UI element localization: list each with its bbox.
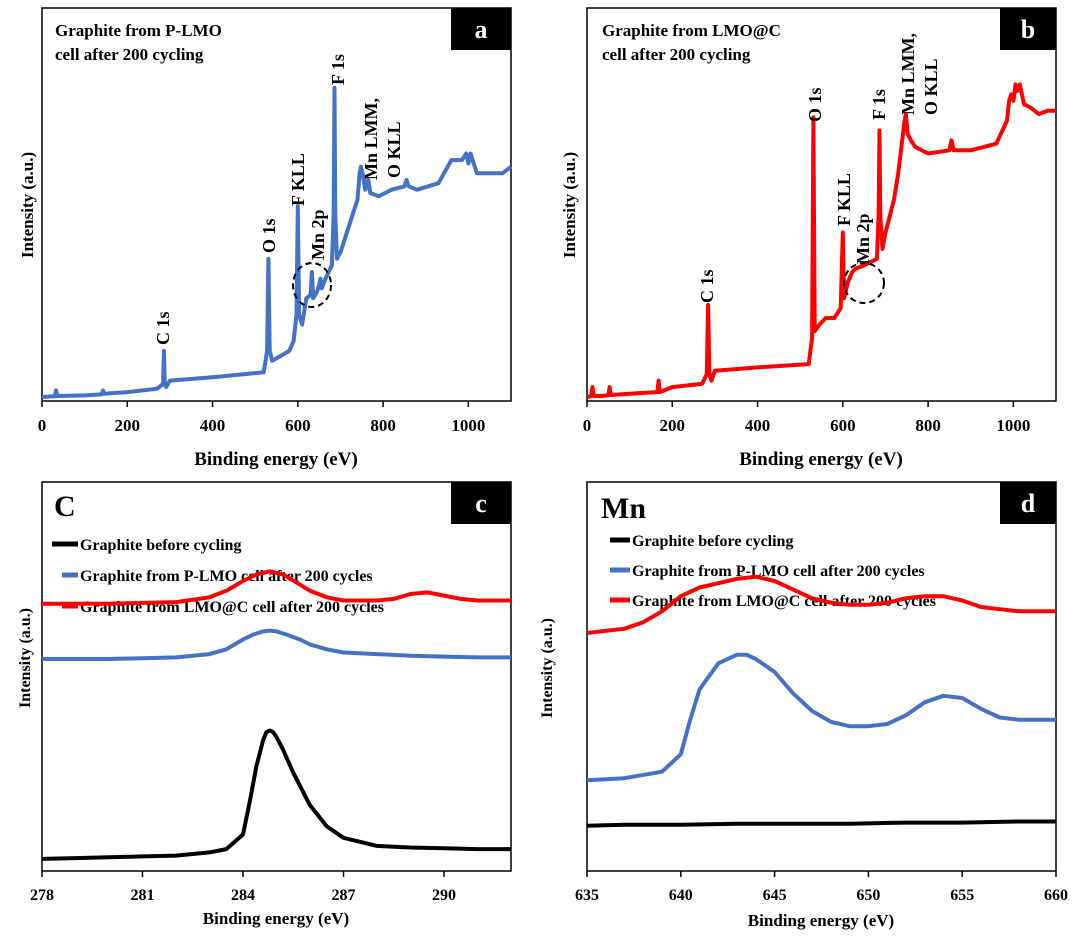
panel-b-series-line-0 xyxy=(586,82,1056,399)
panel-b-title-line-1: Graphite from LMO@C xyxy=(602,21,781,40)
panel-d-series-line-1 xyxy=(586,652,1056,783)
panel-b-x-tick-label: 200 xyxy=(660,416,686,435)
panel-a-label: a xyxy=(475,15,488,44)
panel-b-annotation-o1s: O 1s xyxy=(805,87,825,122)
panel-a-label-box xyxy=(451,8,511,50)
panel-a-annotation-c1s: C 1s xyxy=(153,311,173,345)
panel-c-x-tick-label: 287 xyxy=(332,887,356,904)
panel-b-annotation-mn2p: Mn 2p xyxy=(853,213,873,264)
panel-b-label: b xyxy=(1021,15,1035,44)
panel-b-mn2p-highlight-circle xyxy=(843,262,885,304)
panel-b-annotation-fkll: F KLL xyxy=(834,173,854,226)
panel-a-x-tick-label: 800 xyxy=(370,416,396,435)
panel-d-legend-text-plmo: Graphite from P-LMO cell after 200 cycle… xyxy=(632,563,925,580)
panel-d-label: d xyxy=(1021,489,1036,518)
panel-b-annotation-f1s: F 1s xyxy=(869,89,889,120)
panel-b-x-tick-label: 800 xyxy=(915,416,941,435)
panel-d-x-tick-label: 635 xyxy=(575,887,599,904)
panel-c-x-axis-label: Binding energy (eV) xyxy=(203,909,349,928)
panel-a: a Graphite from P-LMO cell after 200 cyc… xyxy=(18,7,513,470)
panel-a-frame xyxy=(41,7,512,402)
panel-b-x-tick-label: 400 xyxy=(745,416,771,435)
panel-d-frame xyxy=(586,481,1057,872)
panel-c-x-tick-label: 284 xyxy=(231,887,255,904)
panel-c-series-line-2 xyxy=(42,569,511,606)
panel-b-annotation-okll: O KLL xyxy=(921,58,941,115)
panel-d-x-tick-label: 640 xyxy=(669,887,693,904)
panel-d-x-axis-label: Binding energy (eV) xyxy=(748,911,894,930)
panel-c-x-tick-label: 281 xyxy=(131,887,155,904)
panel-a-x-tick-label: 400 xyxy=(200,416,226,435)
panel-b-annotation-c1s: C 1s xyxy=(697,269,717,303)
panel-d-x-tick-label: 655 xyxy=(950,887,974,904)
panel-a-title-line-2: cell after 200 cycling xyxy=(55,45,204,64)
panel-a-x-tick-label: 200 xyxy=(115,416,141,435)
panel-a-x-tick-label: 1000 xyxy=(451,416,485,435)
panel-d-legend: Graphite before cycling Graphite from P-… xyxy=(610,533,936,610)
panel-c-x-tick-label: 278 xyxy=(30,887,54,904)
panel-d-legend-text-before: Graphite before cycling xyxy=(632,533,793,550)
panel-a-y-axis-label: Intensity (a.u.) xyxy=(18,152,37,258)
panel-d-element: Mn xyxy=(601,492,646,525)
panel-a-x-axis-label: Binding energy (eV) xyxy=(194,449,358,470)
panel-a-title-line-1: Graphite from P-LMO xyxy=(55,21,222,40)
panel-c-x-tick-label: 290 xyxy=(432,887,456,904)
panel-b-y-axis-label: Intensity (a.u.) xyxy=(560,152,579,258)
panel-a-annotation-mn2p: Mn 2p xyxy=(308,209,328,260)
panel-a-x-tick-label: 0 xyxy=(38,416,47,435)
panel-c-label: c xyxy=(475,489,487,518)
panel-d-y-axis-label: Intensity (a.u.) xyxy=(539,618,556,718)
panel-a-annotation-okll: O KLL xyxy=(384,121,404,178)
panel-a-line-layer xyxy=(41,85,513,399)
panel-c-legend-text-plmo: Graphite from P-LMO cell after 200 cycle… xyxy=(80,568,373,585)
panel-c-y-axis-label: Intensity (a.u.) xyxy=(17,608,34,708)
panel-d-series-line-2 xyxy=(586,574,1056,635)
panel-d-x-tick-label: 645 xyxy=(763,887,787,904)
panel-b-title-line-2: cell after 200 cycling xyxy=(602,45,751,64)
panel-b: b Graphite from LMO@C cell after 200 cyc… xyxy=(560,7,1057,470)
panel-d-line-layer xyxy=(586,574,1056,828)
panel-b-x-tick-label: 0 xyxy=(583,416,592,435)
panel-c-element: C xyxy=(54,490,76,523)
panel-c-label-box xyxy=(451,482,511,524)
panel-a-annotation-mnlmm: Mn LMM, xyxy=(361,98,381,180)
panel-d-series-line-0 xyxy=(586,819,1056,828)
panel-a-mn2p-highlight-circle xyxy=(292,262,332,308)
panel-a-annotation-o1s: O 1s xyxy=(259,218,279,253)
panel-a-x-tick-label: 600 xyxy=(285,416,311,435)
panel-a-annotation-fkll: F KLL xyxy=(288,153,308,206)
panel-b-x-axis-label: Binding energy (eV) xyxy=(739,449,903,470)
panel-d-x-tick-label: 660 xyxy=(1044,887,1068,904)
panel-c-series-line-1 xyxy=(42,628,511,661)
panel-c-line-layer xyxy=(41,569,511,861)
panel-d: d Mn Graphite before cycling Graphite fr… xyxy=(539,481,1068,930)
panel-b-x-tick-label: 1000 xyxy=(996,416,1030,435)
panel-b-frame xyxy=(586,7,1057,402)
panel-b-x-tick-label: 600 xyxy=(830,416,856,435)
panel-d-label-box xyxy=(1000,482,1056,524)
panel-b-x-ticks: 0 200 400 600 800 1000 xyxy=(583,401,1030,435)
panel-a-x-ticks: 0 200 400 600 800 1000 xyxy=(38,401,485,435)
panel-c-frame xyxy=(41,481,512,872)
panel-a-annotation-f1s: F 1s xyxy=(328,54,348,85)
panel-b-label-box xyxy=(1000,8,1056,50)
panel-c-x-ticks: 278 281 284 287 290 xyxy=(30,871,456,904)
panel-b-line-layer xyxy=(586,82,1056,399)
panel-d-x-ticks: 635 640 645 650 655 660 xyxy=(575,871,1068,904)
panel-c-series-line-0 xyxy=(41,728,511,861)
panel-b-annotation-mnlmm: Mn LMM, xyxy=(898,33,918,115)
panel-c-legend-text-before: Graphite before cycling xyxy=(80,537,241,554)
panel-d-x-tick-label: 650 xyxy=(856,887,880,904)
panel-a-series-line-0 xyxy=(41,85,513,399)
panel-c: c C Graphite before cycling Graphite fro… xyxy=(17,481,512,928)
